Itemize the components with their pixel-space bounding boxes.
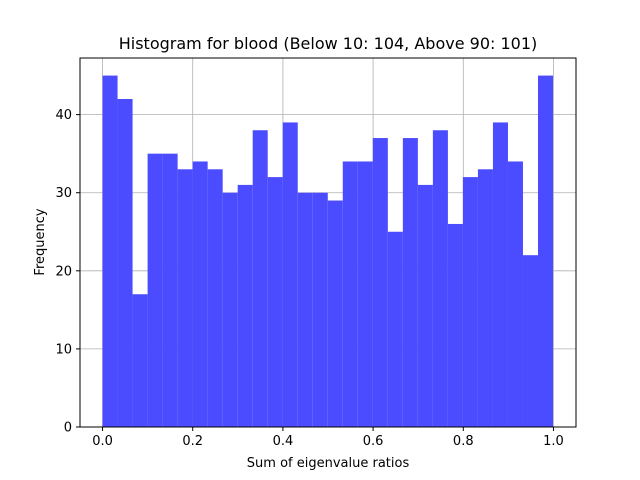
x-tick-label: 0.8 [453, 434, 474, 449]
histogram-bar [477, 169, 493, 428]
chart-title: Histogram for blood (Below 10: 104, Abov… [119, 34, 538, 53]
histogram-bar [402, 138, 418, 428]
histogram-bar [282, 122, 298, 427]
histogram-bar [327, 200, 343, 427]
histogram-bar [312, 192, 328, 427]
y-tick-label: 20 [55, 264, 72, 279]
histogram-bar [372, 138, 388, 428]
histogram-bar [177, 169, 193, 428]
histogram-bar [447, 223, 463, 427]
x-tick-label: 1.0 [543, 434, 564, 449]
histogram-bar [492, 122, 508, 427]
histogram-bar [207, 169, 223, 428]
y-axis-label: Frequency [33, 208, 48, 275]
histogram-bar [117, 99, 133, 427]
y-axis-ticks: 0 10 20 30 40 [55, 108, 80, 436]
histogram-bar [132, 294, 148, 427]
histogram-bar [267, 177, 283, 427]
x-tick-label: 0.2 [182, 434, 203, 449]
y-tick-label: 0 [64, 421, 72, 436]
histogram-bar [537, 75, 554, 428]
histogram-bar [297, 192, 313, 427]
histogram-bar [147, 153, 163, 427]
x-axis-label: Sum of eigenvalue ratios [247, 456, 410, 471]
histogram-bar [507, 161, 523, 427]
histogram-bar [432, 130, 448, 427]
x-axis-ticks: 0.0 0.2 0.4 0.6 0.8 1.0 [92, 427, 564, 449]
histogram-bar [162, 153, 178, 427]
x-tick-label: 0.0 [92, 434, 113, 449]
histogram-bar [522, 255, 538, 427]
histogram-bar [342, 161, 358, 427]
x-tick-label: 0.4 [273, 434, 294, 449]
histogram-bar [222, 192, 238, 427]
histogram-bar [252, 130, 268, 427]
x-tick-label: 0.6 [363, 434, 384, 449]
histogram-bar [357, 161, 373, 427]
y-tick-label: 40 [55, 108, 72, 123]
histogram-bar [387, 231, 403, 427]
bars [102, 75, 554, 428]
histogram-bar [102, 75, 118, 428]
histogram-bar [192, 161, 208, 427]
plot-frame [79, 57, 577, 428]
histogram-bar [417, 184, 433, 427]
y-tick-label: 10 [55, 342, 72, 357]
y-tick-label: 30 [55, 186, 72, 201]
histogram-bar [462, 177, 478, 427]
histogram-bar [237, 184, 253, 427]
